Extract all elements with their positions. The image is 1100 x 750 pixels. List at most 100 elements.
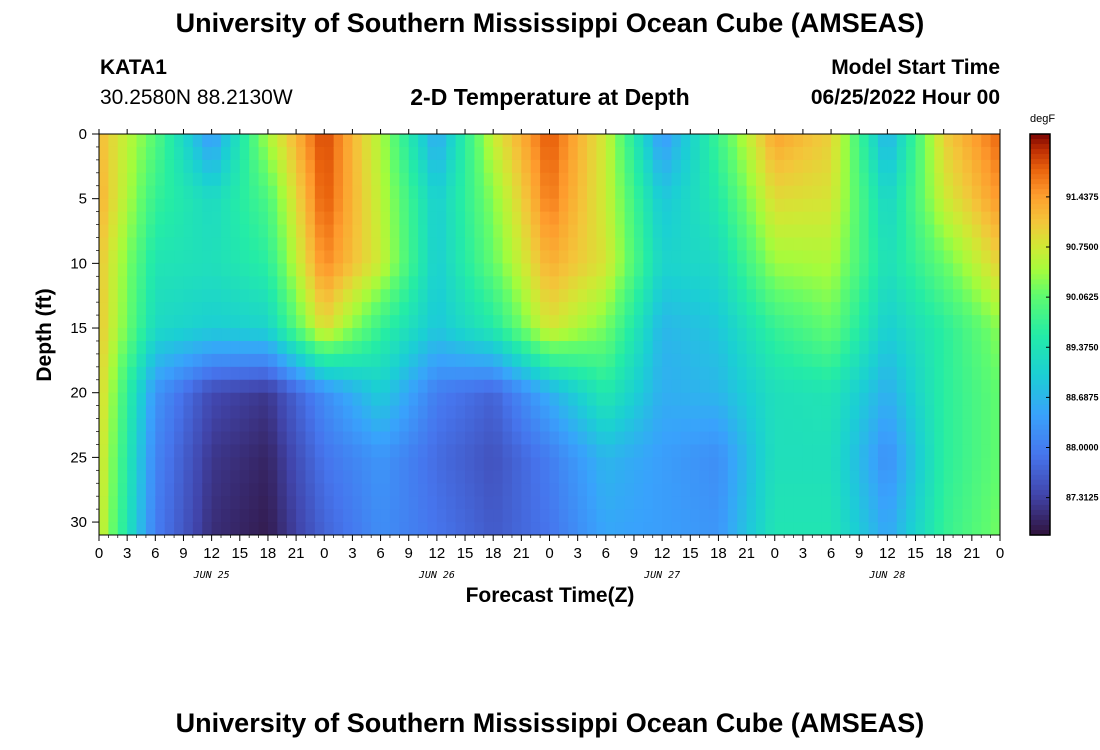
heatmap-cell (849, 483, 860, 497)
heatmap-cell (568, 237, 579, 252)
heatmap-cell (277, 328, 288, 342)
heatmap-cell (915, 405, 926, 420)
heatmap-cell (465, 353, 476, 368)
heatmap-cell (202, 185, 213, 200)
heatmap-cell (699, 328, 710, 342)
heatmap-cell (389, 198, 400, 213)
heatmap-cell (549, 224, 560, 239)
heatmap-cell (934, 353, 945, 368)
heatmap-cell (465, 224, 476, 239)
heatmap-cell (765, 431, 776, 446)
heatmap-cell (136, 470, 147, 484)
heatmap-cell (671, 237, 682, 252)
heatmap-cell (859, 379, 870, 394)
heatmap-cell (821, 405, 832, 420)
heatmap-cell (624, 509, 635, 523)
heatmap-cell (887, 185, 898, 200)
heatmap-cell (258, 134, 269, 148)
heatmap-cell (802, 418, 813, 433)
heatmap-cell (145, 289, 156, 303)
heatmap-cell (727, 379, 738, 394)
heatmap-cell (333, 185, 344, 200)
heatmap-cell (305, 496, 316, 510)
heatmap-cell (540, 353, 551, 368)
heatmap-cell (671, 159, 682, 174)
heatmap-cell (277, 134, 288, 148)
heatmap-cell (230, 340, 241, 355)
heatmap-cell (380, 366, 391, 381)
x-date-label: JUN 25 (193, 570, 230, 581)
heatmap-cell (305, 237, 316, 252)
heatmap-cell (577, 328, 588, 342)
heatmap-cell (849, 159, 860, 174)
heatmap-cell (117, 328, 128, 342)
heatmap-cell (314, 146, 325, 161)
heatmap-cell (755, 457, 766, 471)
heatmap-cell (558, 392, 569, 407)
heatmap-cell (202, 172, 213, 187)
heatmap-cell (399, 418, 410, 433)
heatmap-cell (380, 263, 391, 277)
heatmap-cell (493, 328, 504, 342)
colorbar-swatch (1030, 159, 1050, 165)
heatmap-cell (192, 250, 203, 264)
heatmap-cell (540, 315, 551, 329)
colorbar-swatch (1030, 369, 1050, 376)
heatmap-cell (221, 470, 231, 484)
heatmap-cell (211, 392, 222, 407)
heatmap-cell (277, 211, 288, 226)
colorbar-swatch (1030, 199, 1050, 205)
heatmap-cell (371, 289, 382, 303)
colorbar-swatch (1030, 404, 1050, 411)
heatmap-cell (877, 522, 888, 535)
heatmap-cell (793, 457, 804, 471)
heatmap-cell (465, 522, 476, 535)
heatmap-cell (333, 198, 344, 213)
heatmap-cell (371, 418, 382, 433)
heatmap-cell (136, 496, 147, 510)
heatmap-cell (934, 237, 945, 252)
heatmap-cell (314, 172, 325, 187)
heatmap-cell (849, 444, 860, 458)
heatmap-cell (981, 392, 992, 407)
heatmap-cell (314, 263, 325, 277)
heatmap-cell (821, 496, 832, 510)
heatmap-cell (558, 159, 569, 174)
heatmap-cell (934, 302, 945, 316)
heatmap-cell (455, 224, 466, 239)
x-tick-label: 21 (288, 545, 305, 562)
heatmap-cell (633, 405, 644, 420)
heatmap-cell (549, 483, 560, 497)
heatmap-cell (277, 185, 288, 200)
heatmap-cell (924, 172, 935, 187)
heatmap-cell (549, 328, 560, 342)
heatmap-cell (286, 444, 297, 458)
heatmap-cell (333, 211, 344, 226)
heatmap-cell (943, 522, 954, 535)
heatmap-cell (981, 172, 992, 187)
heatmap-cell (333, 134, 344, 148)
heatmap-cell (877, 302, 888, 316)
heatmap-cell (371, 483, 382, 497)
heatmap-cell (324, 353, 335, 368)
heatmap-cell (812, 366, 823, 381)
heatmap-cell (784, 509, 795, 523)
heatmap-cell (174, 302, 185, 316)
heatmap-cell (530, 379, 541, 394)
heatmap-cell (746, 340, 757, 355)
heatmap-cell (540, 198, 551, 213)
heatmap-cell (568, 224, 579, 239)
heatmap-cell (343, 392, 354, 407)
heatmap-cell (953, 457, 964, 471)
heatmap-cell (436, 418, 447, 433)
heatmap-cell (765, 392, 776, 407)
heatmap-cell (953, 379, 964, 394)
heatmap-cell (624, 159, 635, 174)
x-tick-label: 15 (682, 545, 699, 562)
heatmap-cell (493, 211, 504, 226)
heatmap-cell (511, 263, 522, 277)
heatmap-cell (981, 457, 992, 471)
heatmap-cell (671, 172, 682, 187)
heatmap-cell (389, 405, 400, 420)
y-tick-label: 0 (79, 126, 87, 143)
